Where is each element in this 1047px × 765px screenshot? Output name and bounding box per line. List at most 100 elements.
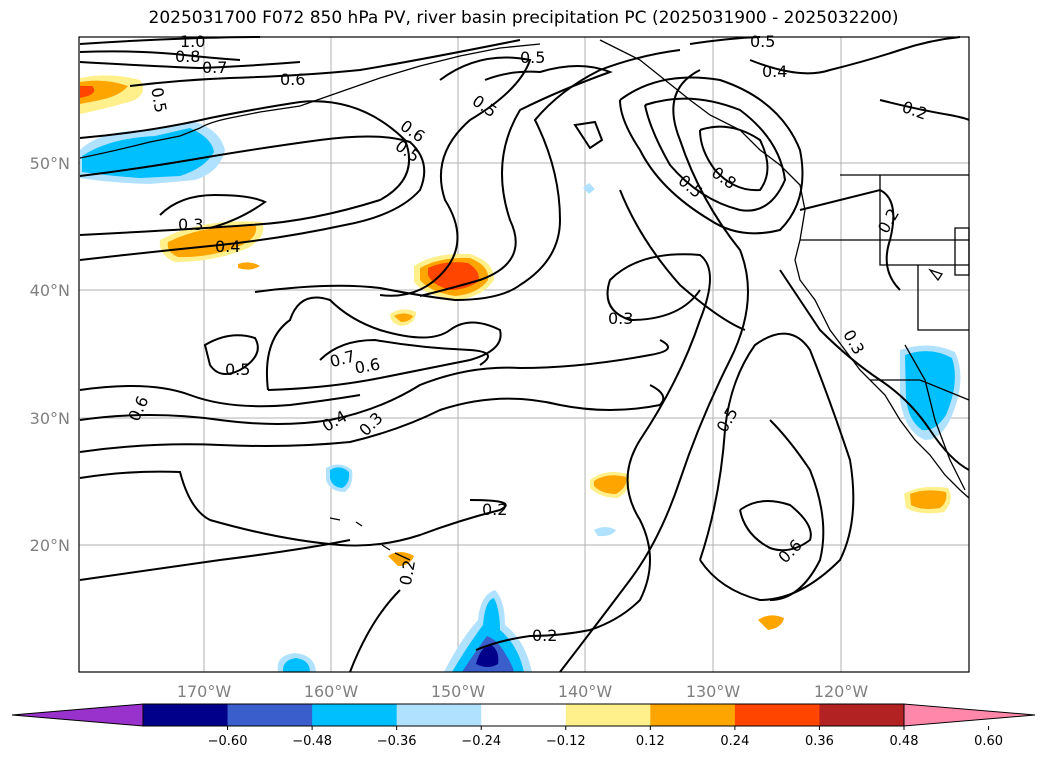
colorbar-extend-low [11, 703, 144, 727]
lon-tick-label: 150°W [431, 682, 486, 701]
lat-tick-label: 50°N [30, 154, 70, 173]
pv-contour-0.3-ridge [619, 189, 746, 331]
precip-blob-south-west-core [282, 658, 310, 672]
precip-blob-east-core [594, 475, 627, 494]
pv-contour-0.5-east-inner [769, 419, 825, 601]
lat-axis: 50°N 40°N 30°N 20°N [30, 154, 70, 555]
pv-contour-0.4 [254, 49, 681, 302]
graticule [79, 37, 969, 672]
precip-blob-small-2 [583, 183, 595, 194]
lon-tick-label: 130°W [686, 682, 741, 701]
lon-tick-label: 140°W [558, 682, 613, 701]
pv-contour-0.8 [79, 50, 241, 61]
colorbar-tick-label: −0.48 [292, 734, 332, 749]
pv-contour-0.3-south [79, 384, 665, 453]
pv-contour-0.5-loop [203, 334, 259, 375]
precip-blob-south-core [452, 598, 524, 672]
pv-contour-0.4-ne [749, 36, 961, 75]
pv-contour-0.5-east [559, 69, 749, 673]
precip-blob-south-max [476, 644, 499, 667]
state-border-1 [879, 175, 969, 266]
pv-contour-0.7 [79, 61, 301, 70]
lat-tick-label: 20°N [30, 536, 70, 555]
lat-tick-label: 40°N [30, 281, 70, 300]
contour-label: 0.2 [532, 626, 557, 645]
pv-contour-0.6-north [129, 39, 521, 87]
pv-contour-0.6-east-inner [739, 500, 812, 552]
contour-label: 0.4 [762, 62, 787, 81]
pv-contour-0.4-south [79, 339, 669, 425]
precip-negative-blobs [80, 122, 961, 672]
map-frame [78, 36, 970, 673]
pv-contour-0.2-south [349, 589, 401, 673]
pv-contour-0.2-west [79, 470, 507, 547]
colorbar-tick-label: −0.60 [208, 734, 248, 749]
precip-blob-hawaii [388, 552, 414, 566]
pv-contour-small-loop [573, 120, 604, 150]
colorbar: −0.60 −0.48 −0.36 −0.24 −0.12 0.12 0.24 0.36 0.4… [11, 703, 1036, 749]
colorbar-swatch [312, 704, 398, 726]
contour-label: 0.3 [608, 309, 633, 328]
contour-label: 0.6 [353, 354, 381, 377]
contour-label: 0.7 [202, 58, 227, 77]
hawaii-islands [329, 517, 411, 561]
pv-contour-0.3-east [475, 253, 711, 651]
colorbar-swatch [227, 704, 313, 726]
colorbar-tick-label: 0.60 [974, 734, 1003, 749]
precip-blob-nw-core [80, 86, 95, 98]
colorbar-swatch [650, 704, 736, 726]
colorbar-swatch [819, 704, 905, 726]
precip-blob-small-1 [594, 527, 616, 537]
pv-contour-0.5-ridge [619, 76, 804, 235]
pv-contour-0.2-hawaii [79, 539, 351, 581]
pv-contour-0.5-center [379, 56, 532, 297]
colorbar-tick-label: −0.24 [461, 734, 501, 749]
pv-contour-0.6-south [79, 385, 361, 408]
lon-tick-label: 160°W [304, 682, 359, 701]
colorbar-swatch [734, 704, 820, 726]
contour-label: 0.5 [750, 32, 775, 51]
pv-contour-0.6-ridge [644, 97, 787, 212]
map-background [79, 37, 969, 672]
contour-label: 0.6 [280, 70, 305, 89]
pv-contour-0.5-center-b [419, 65, 613, 297]
colorbar-swatch [481, 704, 567, 726]
lon-axis: 170°W 160°W 150°W 140°W 130°W 120°W [177, 682, 869, 701]
precip-blob-west-small [238, 262, 260, 270]
precip-blob-west-core [167, 225, 257, 258]
aleutian-coast [79, 43, 541, 159]
colorbar-tick-label: 0.12 [636, 734, 665, 749]
colorbar-extend-high [903, 703, 1036, 727]
precip-positive-blobs [80, 75, 951, 630]
state-border-2 [917, 265, 969, 331]
precip-blob-baja-core [910, 490, 947, 509]
colorbar-tick-label: 0.36 [805, 734, 834, 749]
lake-1 [928, 268, 944, 282]
pv-contour-0.7-center [319, 338, 489, 366]
precip-blob-south-east [758, 615, 784, 630]
precip-blob-hawaii-north-core [330, 467, 350, 488]
precip-blob-california-core [905, 351, 955, 431]
baja-coast [904, 344, 966, 491]
colorbar-tick-label: 0.48 [890, 734, 919, 749]
coastlines [79, 39, 970, 561]
contour-label: 0.3 [178, 215, 203, 234]
pv-contour-0.6-west [79, 135, 426, 261]
lon-tick-label: 170°W [177, 682, 232, 701]
precip-blob-aleutian-core [82, 128, 214, 178]
contour-label: 0.2 [482, 500, 507, 519]
map-title: 2025031700 F072 850 hPa PV, river basin … [148, 8, 899, 28]
colorbar-tick-label: −0.36 [377, 734, 417, 749]
colorbar-swatch [565, 704, 651, 726]
lat-tick-label: 30°N [30, 409, 70, 428]
contour-label: 0.8 [175, 47, 200, 66]
colorbar-tick-label: −0.12 [546, 734, 586, 749]
mexico-border [870, 379, 970, 401]
contour-label: 0.2 [396, 558, 419, 586]
contour-label: 0.4 [215, 237, 240, 256]
contour-label: 0.5 [520, 48, 545, 67]
precip-blob-small-3-core [394, 313, 413, 322]
contour-label: 0.5 [225, 360, 250, 379]
pv-contour-0.3 [159, 193, 267, 229]
